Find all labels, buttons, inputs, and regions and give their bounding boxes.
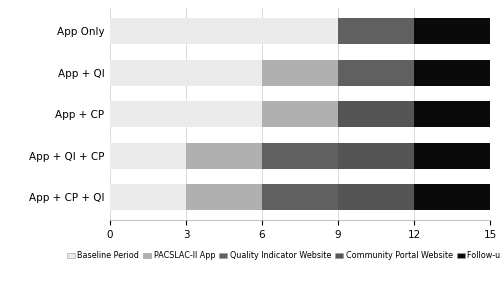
- Bar: [110, 101, 262, 127]
- Bar: [110, 18, 338, 44]
- Bar: [262, 60, 338, 86]
- Legend: Baseline Period, PACSLAC-II App, Quality Indicator Website, Community Portal Web: Baseline Period, PACSLAC-II App, Quality…: [67, 252, 500, 261]
- Bar: [262, 184, 338, 210]
- Bar: [414, 143, 490, 169]
- Bar: [262, 101, 338, 127]
- Bar: [414, 101, 490, 127]
- Bar: [110, 60, 262, 86]
- Bar: [338, 184, 414, 210]
- Bar: [414, 60, 490, 86]
- Bar: [262, 143, 338, 169]
- Bar: [338, 18, 414, 44]
- Bar: [110, 184, 186, 210]
- Bar: [186, 143, 262, 169]
- Bar: [186, 184, 262, 210]
- Bar: [110, 143, 186, 169]
- Bar: [414, 184, 490, 210]
- Bar: [338, 143, 414, 169]
- Bar: [338, 60, 414, 86]
- Bar: [414, 18, 490, 44]
- Bar: [338, 101, 414, 127]
